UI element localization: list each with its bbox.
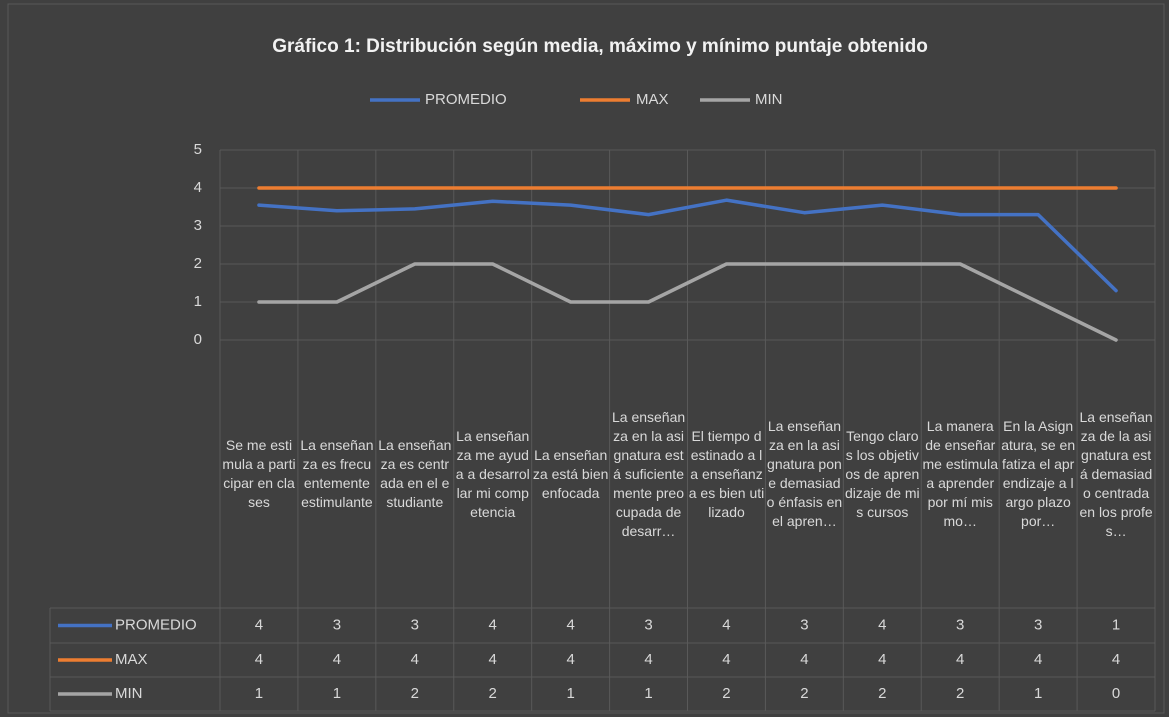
table-value: 1	[1034, 685, 1042, 702]
table-value: 4	[722, 616, 730, 633]
y-tick-label: 4	[194, 179, 202, 196]
table-value: 4	[956, 651, 964, 668]
table-row-label: MIN	[115, 685, 143, 702]
table-value: 4	[878, 651, 886, 668]
table-value: 3	[333, 616, 341, 633]
category-label: La enseñanza de la asignatura está demas…	[1079, 408, 1153, 539]
table-value: 2	[800, 685, 808, 702]
table-value: 2	[411, 685, 419, 702]
chart-title: Gráfico 1: Distribución según media, máx…	[272, 36, 928, 57]
category-label: La enseñanza está bien enfocada	[532, 446, 609, 501]
y-tick-label: 0	[194, 331, 202, 348]
category-label: La enseñanza me ayuda a desarrollar mi c…	[455, 427, 530, 520]
table-value: 4	[722, 651, 730, 668]
table-value: 4	[255, 616, 263, 633]
category-label: La enseñanza en la asignatura pone demas…	[766, 418, 843, 529]
category-label: El tiempo destinado a la enseñanza es bi…	[688, 427, 765, 520]
legend-label: MAX	[636, 91, 669, 108]
table-value: 4	[800, 651, 808, 668]
category-label: La manera de enseñar me estimula a apren…	[922, 418, 998, 529]
table-value: 4	[411, 651, 419, 668]
table-value: 4	[644, 651, 652, 668]
y-tick-label: 2	[194, 255, 202, 272]
table-value: 4	[566, 616, 574, 633]
category-label: La enseñanza en la asignatura está sufic…	[611, 408, 686, 539]
table-value: 1	[1112, 616, 1120, 633]
series-line	[257, 262, 1118, 342]
category-label: Tengo claros los objetivos de aprendizaj…	[844, 427, 920, 520]
table-value: 3	[1034, 616, 1042, 633]
table-value: 1	[333, 685, 341, 702]
table-value: 4	[255, 651, 263, 668]
table-value: 1	[644, 685, 652, 702]
table-value: 1	[255, 685, 263, 702]
y-tick-label: 3	[194, 217, 202, 234]
table-value: 0	[1112, 685, 1120, 702]
y-tick-label: 5	[194, 141, 202, 158]
category-label: Se me estimula a participar en clases	[222, 437, 296, 510]
table-value: 2	[956, 685, 964, 702]
table-value: 4	[489, 651, 497, 668]
table-value: 2	[489, 685, 497, 702]
table-value: 3	[800, 616, 808, 633]
category-label: En la Asignatura, se enfatiza el aprendi…	[1001, 418, 1076, 529]
series-line	[257, 198, 1118, 293]
table-value: 2	[878, 685, 886, 702]
table-value: 1	[566, 685, 574, 702]
chart-border	[7, 3, 1165, 714]
table-value: 4	[1034, 651, 1042, 668]
table-value: 4	[878, 616, 886, 633]
category-label: La enseñanza es centrada en el estudiant…	[378, 437, 452, 510]
legend-label: MIN	[755, 91, 783, 108]
table-row-label: MAX	[115, 651, 148, 668]
table-value: 3	[956, 616, 964, 633]
table-value: 4	[489, 616, 497, 633]
table-value: 3	[411, 616, 419, 633]
legend-label: PROMEDIO	[425, 91, 507, 108]
table-value: 4	[566, 651, 574, 668]
category-label: La enseñanza es frecuentemente estimulan…	[300, 437, 374, 510]
table-value: 4	[333, 651, 341, 668]
y-tick-label: 1	[194, 293, 202, 310]
table-value: 2	[722, 685, 730, 702]
table-row-label: PROMEDIO	[115, 616, 197, 633]
table-value: 3	[644, 616, 652, 633]
table-value: 4	[1112, 651, 1120, 668]
